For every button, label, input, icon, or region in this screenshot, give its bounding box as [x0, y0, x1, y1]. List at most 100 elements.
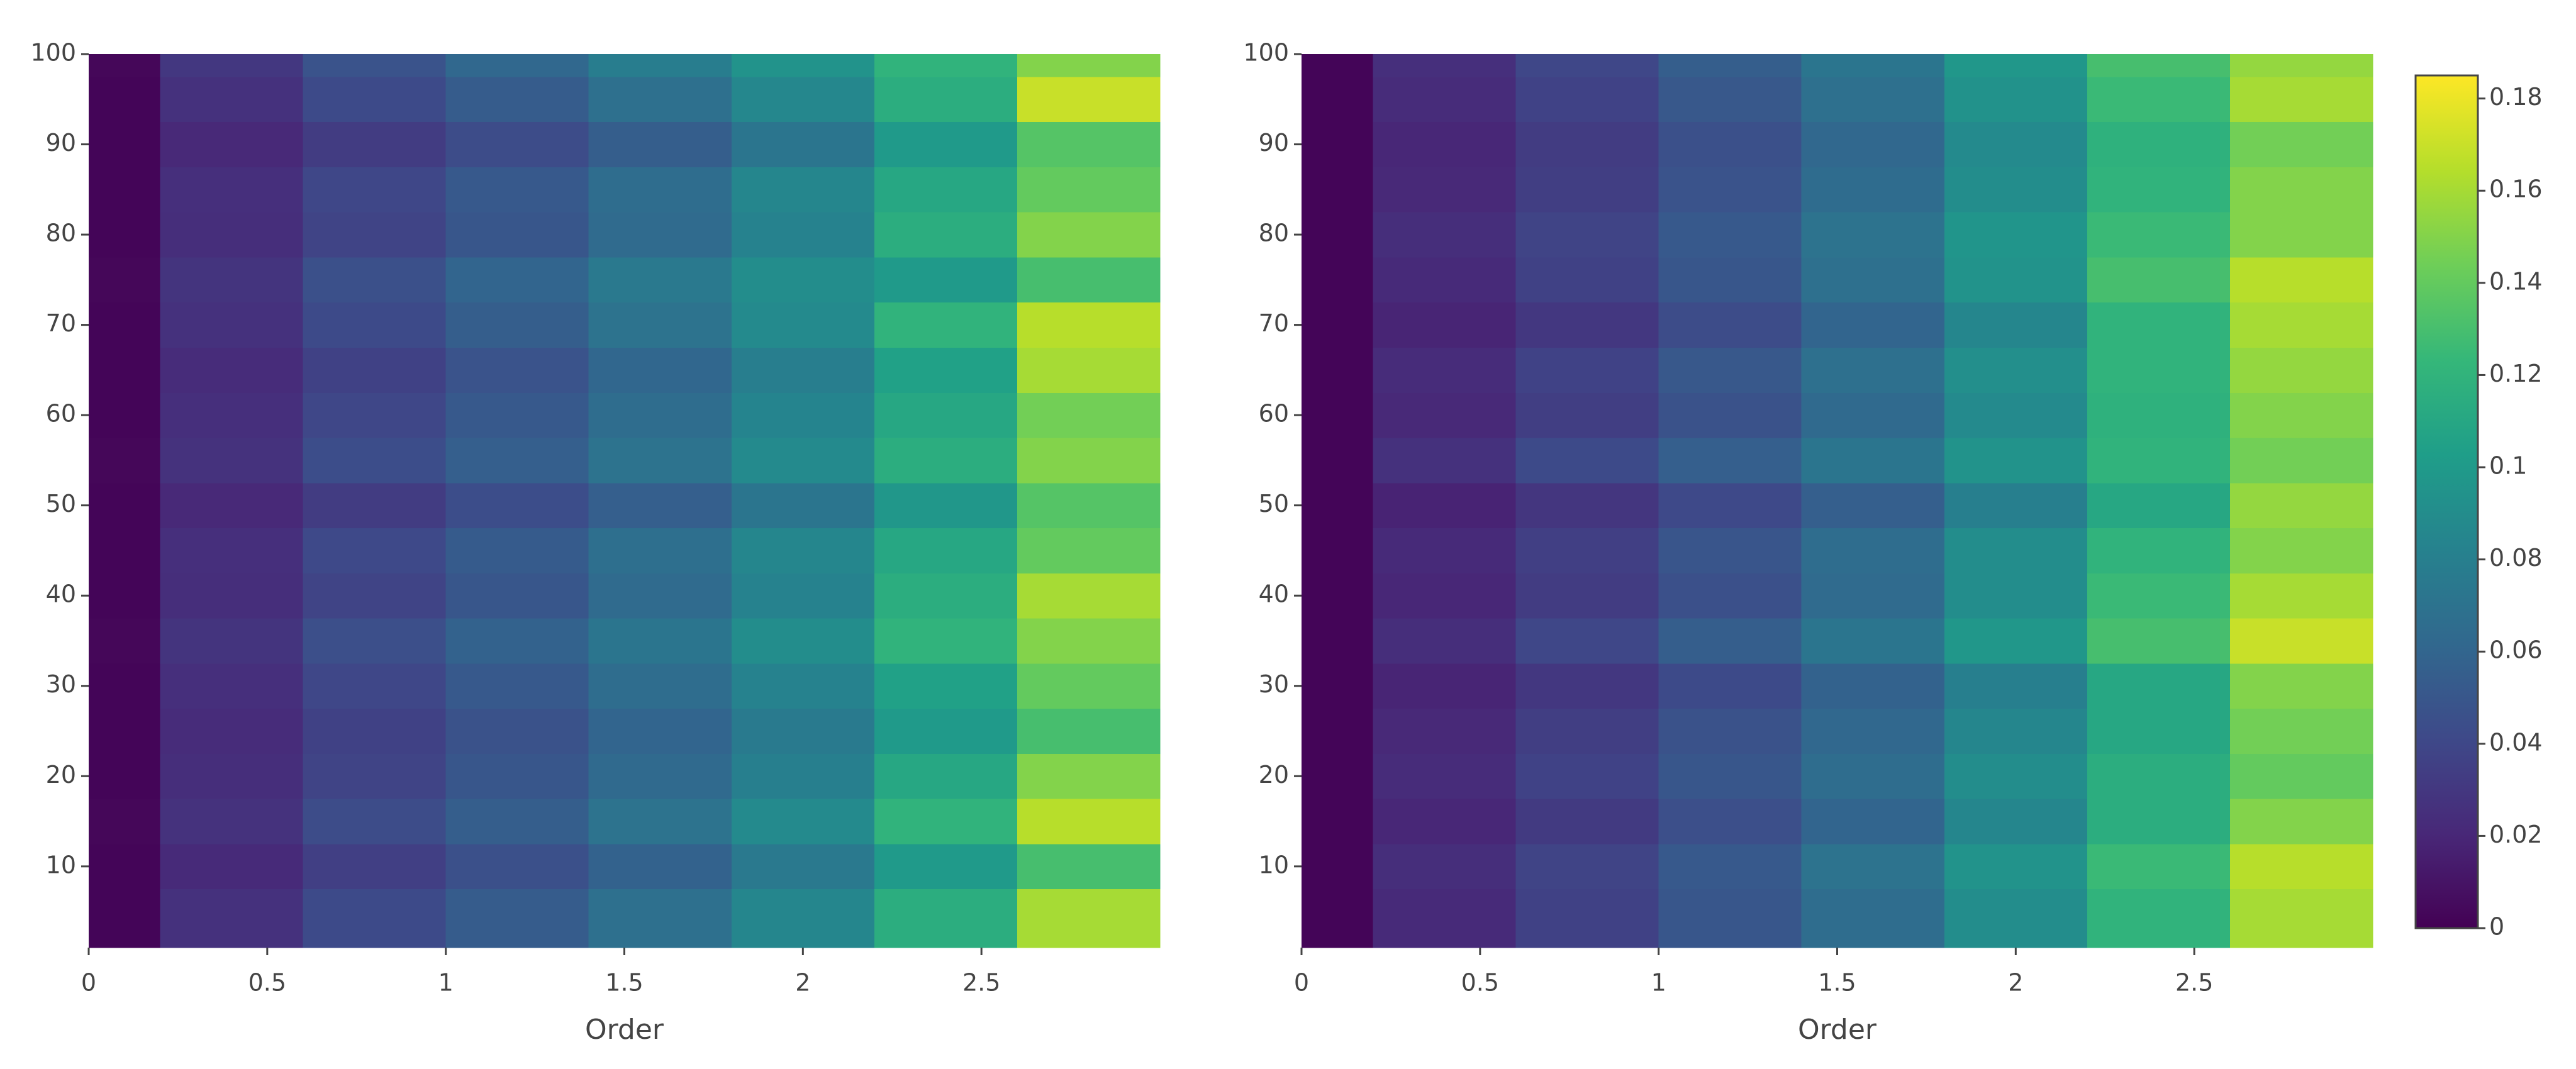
heat-cell	[1302, 438, 1374, 484]
heat-cell	[2087, 753, 2231, 799]
heat-cell	[588, 392, 732, 438]
heat-cell	[1515, 708, 1659, 754]
heat-cell	[2229, 302, 2373, 348]
heat-cell	[1302, 167, 1374, 213]
heat-cell	[1658, 212, 1802, 258]
heat-cell	[874, 212, 1018, 258]
heat-cell	[2087, 76, 2231, 123]
heat-cell	[1302, 843, 1374, 890]
colorbar	[2414, 74, 2479, 929]
heat-cell	[1017, 392, 1161, 438]
heat-cell	[731, 482, 875, 529]
heat-cell	[1515, 76, 1659, 123]
heat-cell	[2087, 392, 2231, 438]
heat-cell	[588, 618, 732, 664]
heat-cell	[1302, 618, 1374, 664]
heat-cell	[1944, 573, 2088, 619]
heat-cell	[160, 167, 304, 213]
x-tick-label: 1	[1651, 969, 1666, 997]
y-tick-label: 30	[1259, 670, 1289, 698]
colorbar-tick-label: 0.18	[2489, 83, 2543, 111]
heat-cell	[874, 76, 1018, 123]
heat-cell	[160, 347, 304, 393]
heat-cell	[1373, 753, 1517, 799]
heat-cell	[588, 753, 732, 799]
heat-cell	[874, 618, 1018, 664]
heat-cell	[874, 167, 1018, 213]
heat-cell	[2229, 618, 2373, 664]
heat-cell	[1944, 663, 2088, 709]
heat-cell	[2087, 663, 2231, 709]
heat-cell	[588, 573, 732, 619]
heat-cell	[303, 799, 447, 845]
heat-cell	[2087, 843, 2231, 890]
heat-cell	[445, 167, 589, 213]
heat-cell	[1801, 392, 1945, 438]
y-tick-label: 90	[1259, 129, 1289, 157]
heat-cell	[89, 843, 161, 890]
heat-cell	[445, 573, 589, 619]
heat-cell	[1017, 121, 1161, 167]
heat-cell	[1373, 347, 1517, 393]
heat-cell	[1302, 889, 1374, 948]
colorbar-tick-label: 0.02	[2489, 821, 2543, 848]
heat-cell	[731, 618, 875, 664]
heat-cell	[1017, 212, 1161, 258]
heat-cell	[1302, 528, 1374, 573]
heat-cell	[731, 753, 875, 799]
heat-cell	[588, 889, 732, 948]
heat-cell	[1658, 753, 1802, 799]
heat-cell	[1373, 257, 1517, 303]
heat-cell	[160, 528, 304, 573]
heat-cell	[445, 482, 589, 529]
heat-cell	[1373, 889, 1517, 948]
heat-cell	[1801, 843, 1945, 890]
heat-cell	[445, 76, 589, 123]
x-tick-label: 0	[81, 969, 96, 997]
heat-cell	[731, 528, 875, 573]
heat-cell	[1373, 708, 1517, 754]
heat-cell	[1801, 528, 1945, 573]
heat-cell	[1373, 618, 1517, 664]
heat-cell	[1515, 663, 1659, 709]
y-tick-label: 10	[46, 851, 76, 878]
heat-cell	[874, 573, 1018, 619]
x-tick-label: 1	[438, 969, 454, 997]
heat-cell	[1017, 528, 1161, 573]
heat-cell	[160, 121, 304, 167]
heat-cell	[160, 302, 304, 348]
heat-cell	[1373, 392, 1517, 438]
heat-cell	[2087, 799, 2231, 845]
heat-cell	[588, 438, 732, 484]
heat-cell	[1373, 799, 1517, 845]
heat-cell	[1017, 302, 1161, 348]
heat-cell	[160, 392, 304, 438]
heat-cell	[2087, 438, 2231, 484]
heat-cell	[2087, 347, 2231, 393]
heat-cell	[1515, 843, 1659, 890]
heat-cell	[445, 753, 589, 799]
heat-cell	[2087, 257, 2231, 303]
heat-cell	[303, 889, 447, 948]
y-tick-label: 20	[1259, 761, 1289, 789]
heat-cell	[1944, 54, 2088, 77]
heat-cell	[89, 799, 161, 845]
heat-cell	[588, 528, 732, 573]
heat-cell	[303, 76, 447, 123]
heat-cell	[1944, 347, 2088, 393]
heat-cell	[1658, 843, 1802, 890]
heat-cell	[1515, 347, 1659, 393]
heat-cell	[445, 438, 589, 484]
heat-cell	[2229, 663, 2373, 709]
heat-cell	[89, 482, 161, 529]
x-tick-label: 2	[795, 969, 810, 997]
heat-cell	[1801, 167, 1945, 213]
heat-cell	[1017, 573, 1161, 619]
x-tick-label: 1.5	[605, 969, 643, 997]
colorbar-tick-label: 0.12	[2489, 360, 2543, 387]
heat-cell	[731, 212, 875, 258]
heat-cell	[89, 76, 161, 123]
heat-cell	[1658, 663, 1802, 709]
heat-cell	[1801, 799, 1945, 845]
heat-cell	[89, 257, 161, 303]
